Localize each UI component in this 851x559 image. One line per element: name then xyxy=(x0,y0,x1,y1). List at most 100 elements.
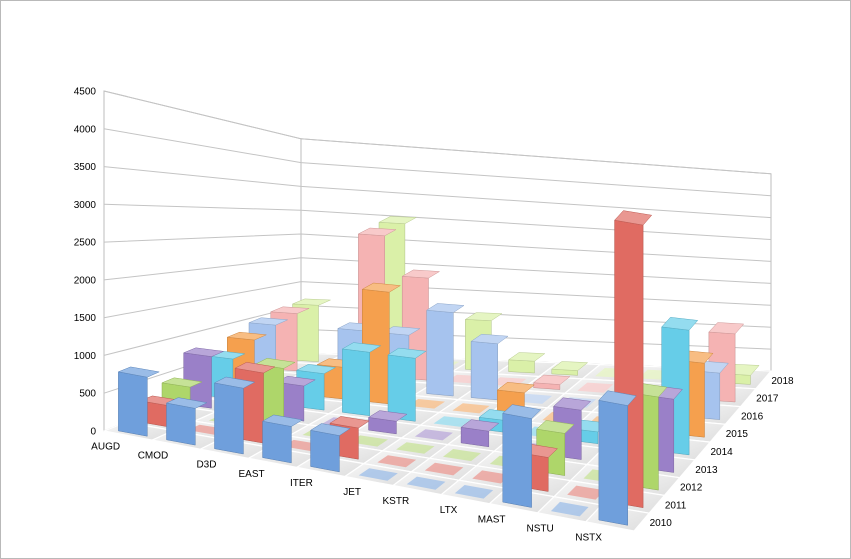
y-tick-label: 3500 xyxy=(74,162,97,173)
bar-JET-2011 xyxy=(377,455,417,468)
x-tick-label: MAST xyxy=(478,514,506,525)
bar-top xyxy=(454,485,494,499)
bar-front xyxy=(214,382,244,455)
x-tick-label: EAST xyxy=(239,469,265,480)
bar-top xyxy=(358,468,398,481)
bar-top xyxy=(502,404,542,419)
bar-top xyxy=(387,347,427,359)
bar-ITER-2015 xyxy=(407,399,445,409)
y-tick-label: 2000 xyxy=(74,275,97,286)
bar-KSTR-2010 xyxy=(406,476,446,490)
bar-top xyxy=(614,210,653,226)
bar-CMOD-2010 xyxy=(165,397,208,446)
bar-top xyxy=(464,312,503,321)
series-axis: 2010 2011 2012 2013 2014 2015 2016 2017 2018 xyxy=(650,376,794,529)
bar-ITER-2014 xyxy=(387,347,427,422)
bar-front xyxy=(387,354,416,422)
bar-JET-2015 xyxy=(452,403,490,414)
bar-top xyxy=(424,462,464,476)
bar-ITER-2010 xyxy=(309,423,351,473)
bar-ITER-2013 xyxy=(367,410,408,435)
series-tick-label: 2017 xyxy=(756,394,779,405)
series-tick-label: 2013 xyxy=(695,465,718,476)
gridline xyxy=(103,128,772,197)
bar-top xyxy=(443,449,481,462)
bar-LTX-2017 xyxy=(577,382,614,393)
gridline xyxy=(103,90,772,175)
bar-top xyxy=(161,377,203,388)
bar-top xyxy=(341,342,382,353)
series-tick-label: 2011 xyxy=(665,500,687,511)
bar-EAST-2010 xyxy=(261,414,304,464)
bar-LTX-2011 xyxy=(472,470,511,484)
bar-top xyxy=(401,269,441,279)
x-axis: AUGD CMOD D3D EAST ITER JET KSTR LTX MAST NSTU NST… xyxy=(91,442,602,544)
y-tick-label: 3000 xyxy=(74,200,97,211)
bar-top xyxy=(598,390,637,406)
bar-top xyxy=(553,397,592,411)
bar-top xyxy=(295,364,337,374)
bar-D3D-2010 xyxy=(213,376,256,455)
gridline xyxy=(103,166,772,219)
bar-top xyxy=(234,362,276,374)
bar-top xyxy=(261,414,304,427)
bar-front xyxy=(426,309,454,397)
y-axis: 0 500 1000 1500 2000 2500 3000 3500 4000 4500 xyxy=(74,87,97,438)
bar-top xyxy=(378,216,418,224)
bar-ITER-2012 xyxy=(349,435,388,447)
gridline xyxy=(103,203,772,240)
bar-ITER-2016 xyxy=(425,303,465,397)
bar-top xyxy=(367,410,408,422)
bar-top xyxy=(567,485,605,500)
series-tick-label: 2012 xyxy=(680,483,703,494)
bar-top xyxy=(377,455,417,468)
bar-top xyxy=(551,361,589,371)
bar-top xyxy=(357,227,397,237)
bar-top xyxy=(309,423,351,436)
bar-JET-2010 xyxy=(358,468,398,481)
bar-KSTR-2017 xyxy=(532,374,571,390)
y-tick-label: 4500 xyxy=(74,87,97,98)
bar-top xyxy=(292,298,331,306)
x-tick-label: JET xyxy=(343,487,361,498)
y-tick-label: 1500 xyxy=(74,313,97,324)
bar-top xyxy=(329,416,370,429)
bar-front xyxy=(502,412,532,508)
bar-front xyxy=(598,399,628,526)
series-tick-label: 2010 xyxy=(650,518,673,529)
bar-KSTR-2013 xyxy=(460,419,500,448)
bar-NSTU-2011 xyxy=(567,485,605,500)
bar-top xyxy=(452,403,490,414)
x-tick-label: NSTX xyxy=(575,532,602,543)
y-tick-label: 0 xyxy=(90,427,96,438)
bar-front xyxy=(166,402,196,446)
bar-top xyxy=(182,347,225,357)
x-tick-label: D3D xyxy=(196,460,216,471)
bar-top xyxy=(433,416,472,427)
series-tick-label: 2014 xyxy=(711,447,734,458)
bar-top xyxy=(407,399,445,409)
bar-top xyxy=(708,322,745,335)
bar-NSTU-2010 xyxy=(550,501,589,517)
bar-top xyxy=(577,382,614,393)
bar-top xyxy=(507,352,546,362)
bar-JET-2012 xyxy=(396,442,435,454)
bar-front xyxy=(118,371,148,437)
bar-top xyxy=(470,333,509,345)
bar-top xyxy=(396,442,435,454)
bar-top xyxy=(460,419,500,432)
bar-top xyxy=(425,303,465,313)
bar-front xyxy=(508,359,535,374)
bar-top xyxy=(270,306,310,314)
x-tick-label: AUGD xyxy=(91,442,120,453)
bar-MAST-2010 xyxy=(502,404,542,508)
series-tick-label: 2018 xyxy=(771,376,794,387)
bar-front xyxy=(262,420,292,464)
bar-NSTX-2010 xyxy=(598,390,637,526)
x-tick-label: KSTR xyxy=(383,496,410,507)
bar-top xyxy=(536,420,575,434)
bar-LTX-2010 xyxy=(454,485,494,499)
x-tick-label: CMOD xyxy=(138,451,169,462)
